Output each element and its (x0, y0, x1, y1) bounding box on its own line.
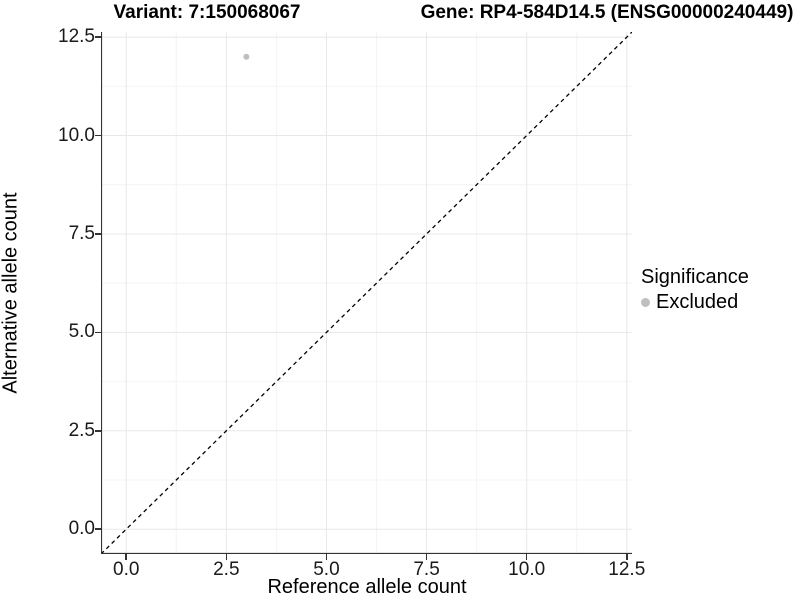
y-tick-label: 7.5 (68, 222, 95, 244)
y-tick-mark (95, 430, 101, 432)
x-tick-label: 7.5 (413, 559, 440, 580)
y-tick-mark (95, 528, 101, 530)
data-point (243, 53, 250, 60)
plot-panel (101, 32, 632, 554)
y-tick-label: 12.5 (58, 26, 95, 48)
y-tick-mark (95, 331, 101, 334)
y-tick-label: 10.0 (58, 124, 95, 146)
x-tick-mark (125, 554, 127, 560)
x-tick-mark (325, 554, 328, 560)
x-tick-label: 12.5 (608, 559, 646, 580)
y-tick-label: 2.5 (68, 419, 95, 441)
legend-title: Significance (641, 266, 749, 288)
x-tick-mark (525, 554, 528, 560)
gene-title: Gene: RP4-584D14.5 (ENSG00000240449) (420, 2, 794, 23)
y-tick-mark (95, 36, 101, 38)
scatter-plot (101, 32, 632, 554)
y-tick-mark (95, 233, 101, 235)
x-axis-title: Reference allele count (267, 576, 467, 598)
y-tick-mark (95, 134, 101, 137)
y-axis-title: Alternative allele count (0, 192, 22, 394)
x-tick-mark (425, 554, 428, 560)
legend-item-excluded: Excluded (641, 291, 749, 314)
x-tick-mark (225, 554, 228, 560)
legend: Significance Excluded (641, 266, 749, 314)
x-tick-mark (626, 554, 628, 560)
legend-point-icon (641, 298, 650, 307)
x-tick-label: 0.0 (113, 559, 140, 580)
y-tick-label: 0.0 (68, 518, 95, 540)
x-tick-label: 10.0 (508, 559, 546, 580)
x-tick-label: 5.0 (313, 559, 340, 580)
identity-line (101, 32, 632, 554)
x-tick-label: 2.5 (213, 559, 240, 580)
legend-item-label: Excluded (656, 291, 739, 313)
variant-title: Variant: 7:150068067 (113, 2, 301, 23)
y-tick-label: 5.0 (68, 321, 95, 343)
